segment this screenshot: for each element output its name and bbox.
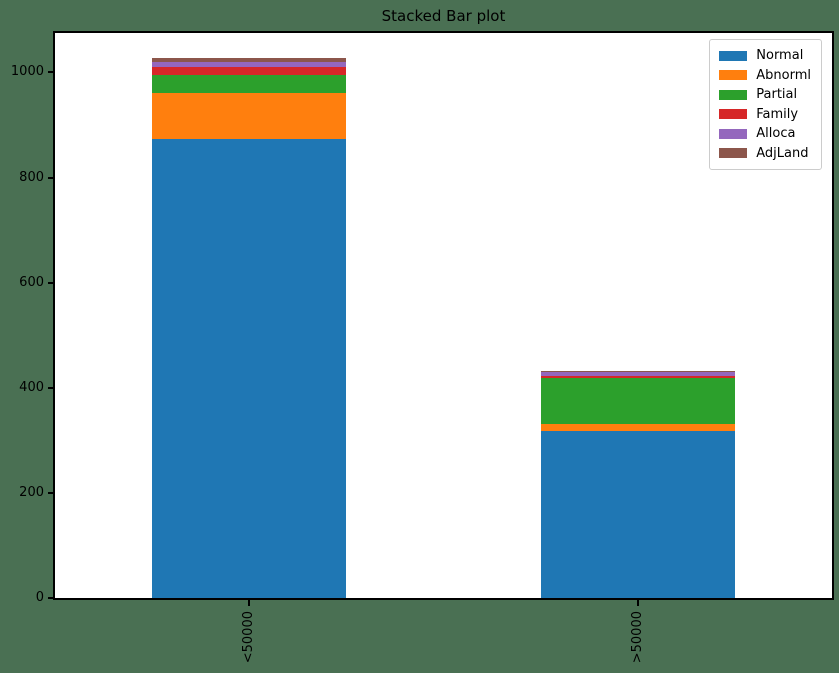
ytick-label-200: 200 <box>19 484 44 500</box>
legend-item-adjland: AdjLand <box>719 144 811 164</box>
stacked-bar-1 <box>540 33 735 598</box>
ytick-mark <box>48 176 55 179</box>
bar-segment-normal-1 <box>540 431 735 598</box>
ytick-label-400: 400 <box>19 379 44 395</box>
legend-swatch-icon <box>719 128 748 139</box>
legend-label: Partial <box>756 87 798 103</box>
legend-item-family: Family <box>719 105 811 125</box>
xtick-mark <box>636 600 639 606</box>
legend-swatch-icon <box>719 109 748 120</box>
xtick-label-1: >50000 <box>629 611 645 664</box>
ytick-label-1000: 1000 <box>10 64 44 80</box>
bar-segment-adjland-0 <box>152 58 347 63</box>
stacked-bar-0 <box>152 33 347 598</box>
bar-segment-partial-1 <box>540 378 735 424</box>
chart-title: Stacked Bar plot <box>381 7 506 25</box>
legend-label: Alloca <box>756 126 796 142</box>
bar-segment-abnorml-0 <box>152 92 347 140</box>
ytick-label-800: 800 <box>19 169 44 185</box>
ytick-mark <box>48 491 55 494</box>
bar-segment-abnorml-1 <box>540 423 735 432</box>
legend-swatch-icon <box>719 70 748 81</box>
bar-segment-alloca-1 <box>540 372 735 377</box>
legend-item-normal: Normal <box>719 46 811 66</box>
legend-item-partial: Partial <box>719 85 811 105</box>
ytick-label-600: 600 <box>19 274 44 290</box>
bar-segment-family-1 <box>540 376 735 379</box>
plot-area: Normal Abnorml Partial Family Alloca AdjLand <box>53 31 834 600</box>
ytick-mark <box>48 281 55 284</box>
bars-layer <box>55 33 832 598</box>
ytick-mark <box>48 71 55 74</box>
legend: Normal Abnorml Partial Family Alloca AdjLand <box>709 39 822 170</box>
legend-swatch-icon <box>719 148 748 159</box>
bar-segment-partial-0 <box>152 75 347 93</box>
bar-segment-normal-0 <box>152 139 347 598</box>
bar-segment-adjland-1 <box>540 370 735 372</box>
legend-item-alloca: Alloca <box>719 124 811 144</box>
legend-label: Normal <box>756 48 804 64</box>
legend-label: Abnorml <box>756 67 811 83</box>
ytick-mark <box>48 597 55 599</box>
legend-swatch-icon <box>719 50 748 61</box>
legend-swatch-icon <box>719 89 748 100</box>
ytick-mark <box>48 386 55 389</box>
legend-label: Family <box>756 106 799 122</box>
ytick-label-0: 0 <box>35 590 44 605</box>
xtick-label-0: <50000 <box>241 611 257 664</box>
bar-segment-alloca-0 <box>152 62 347 68</box>
bar-segment-family-0 <box>152 67 347 76</box>
legend-label: AdjLand <box>756 145 809 161</box>
legend-item-abnorml: Abnorml <box>719 66 811 86</box>
xtick-mark <box>248 600 251 606</box>
